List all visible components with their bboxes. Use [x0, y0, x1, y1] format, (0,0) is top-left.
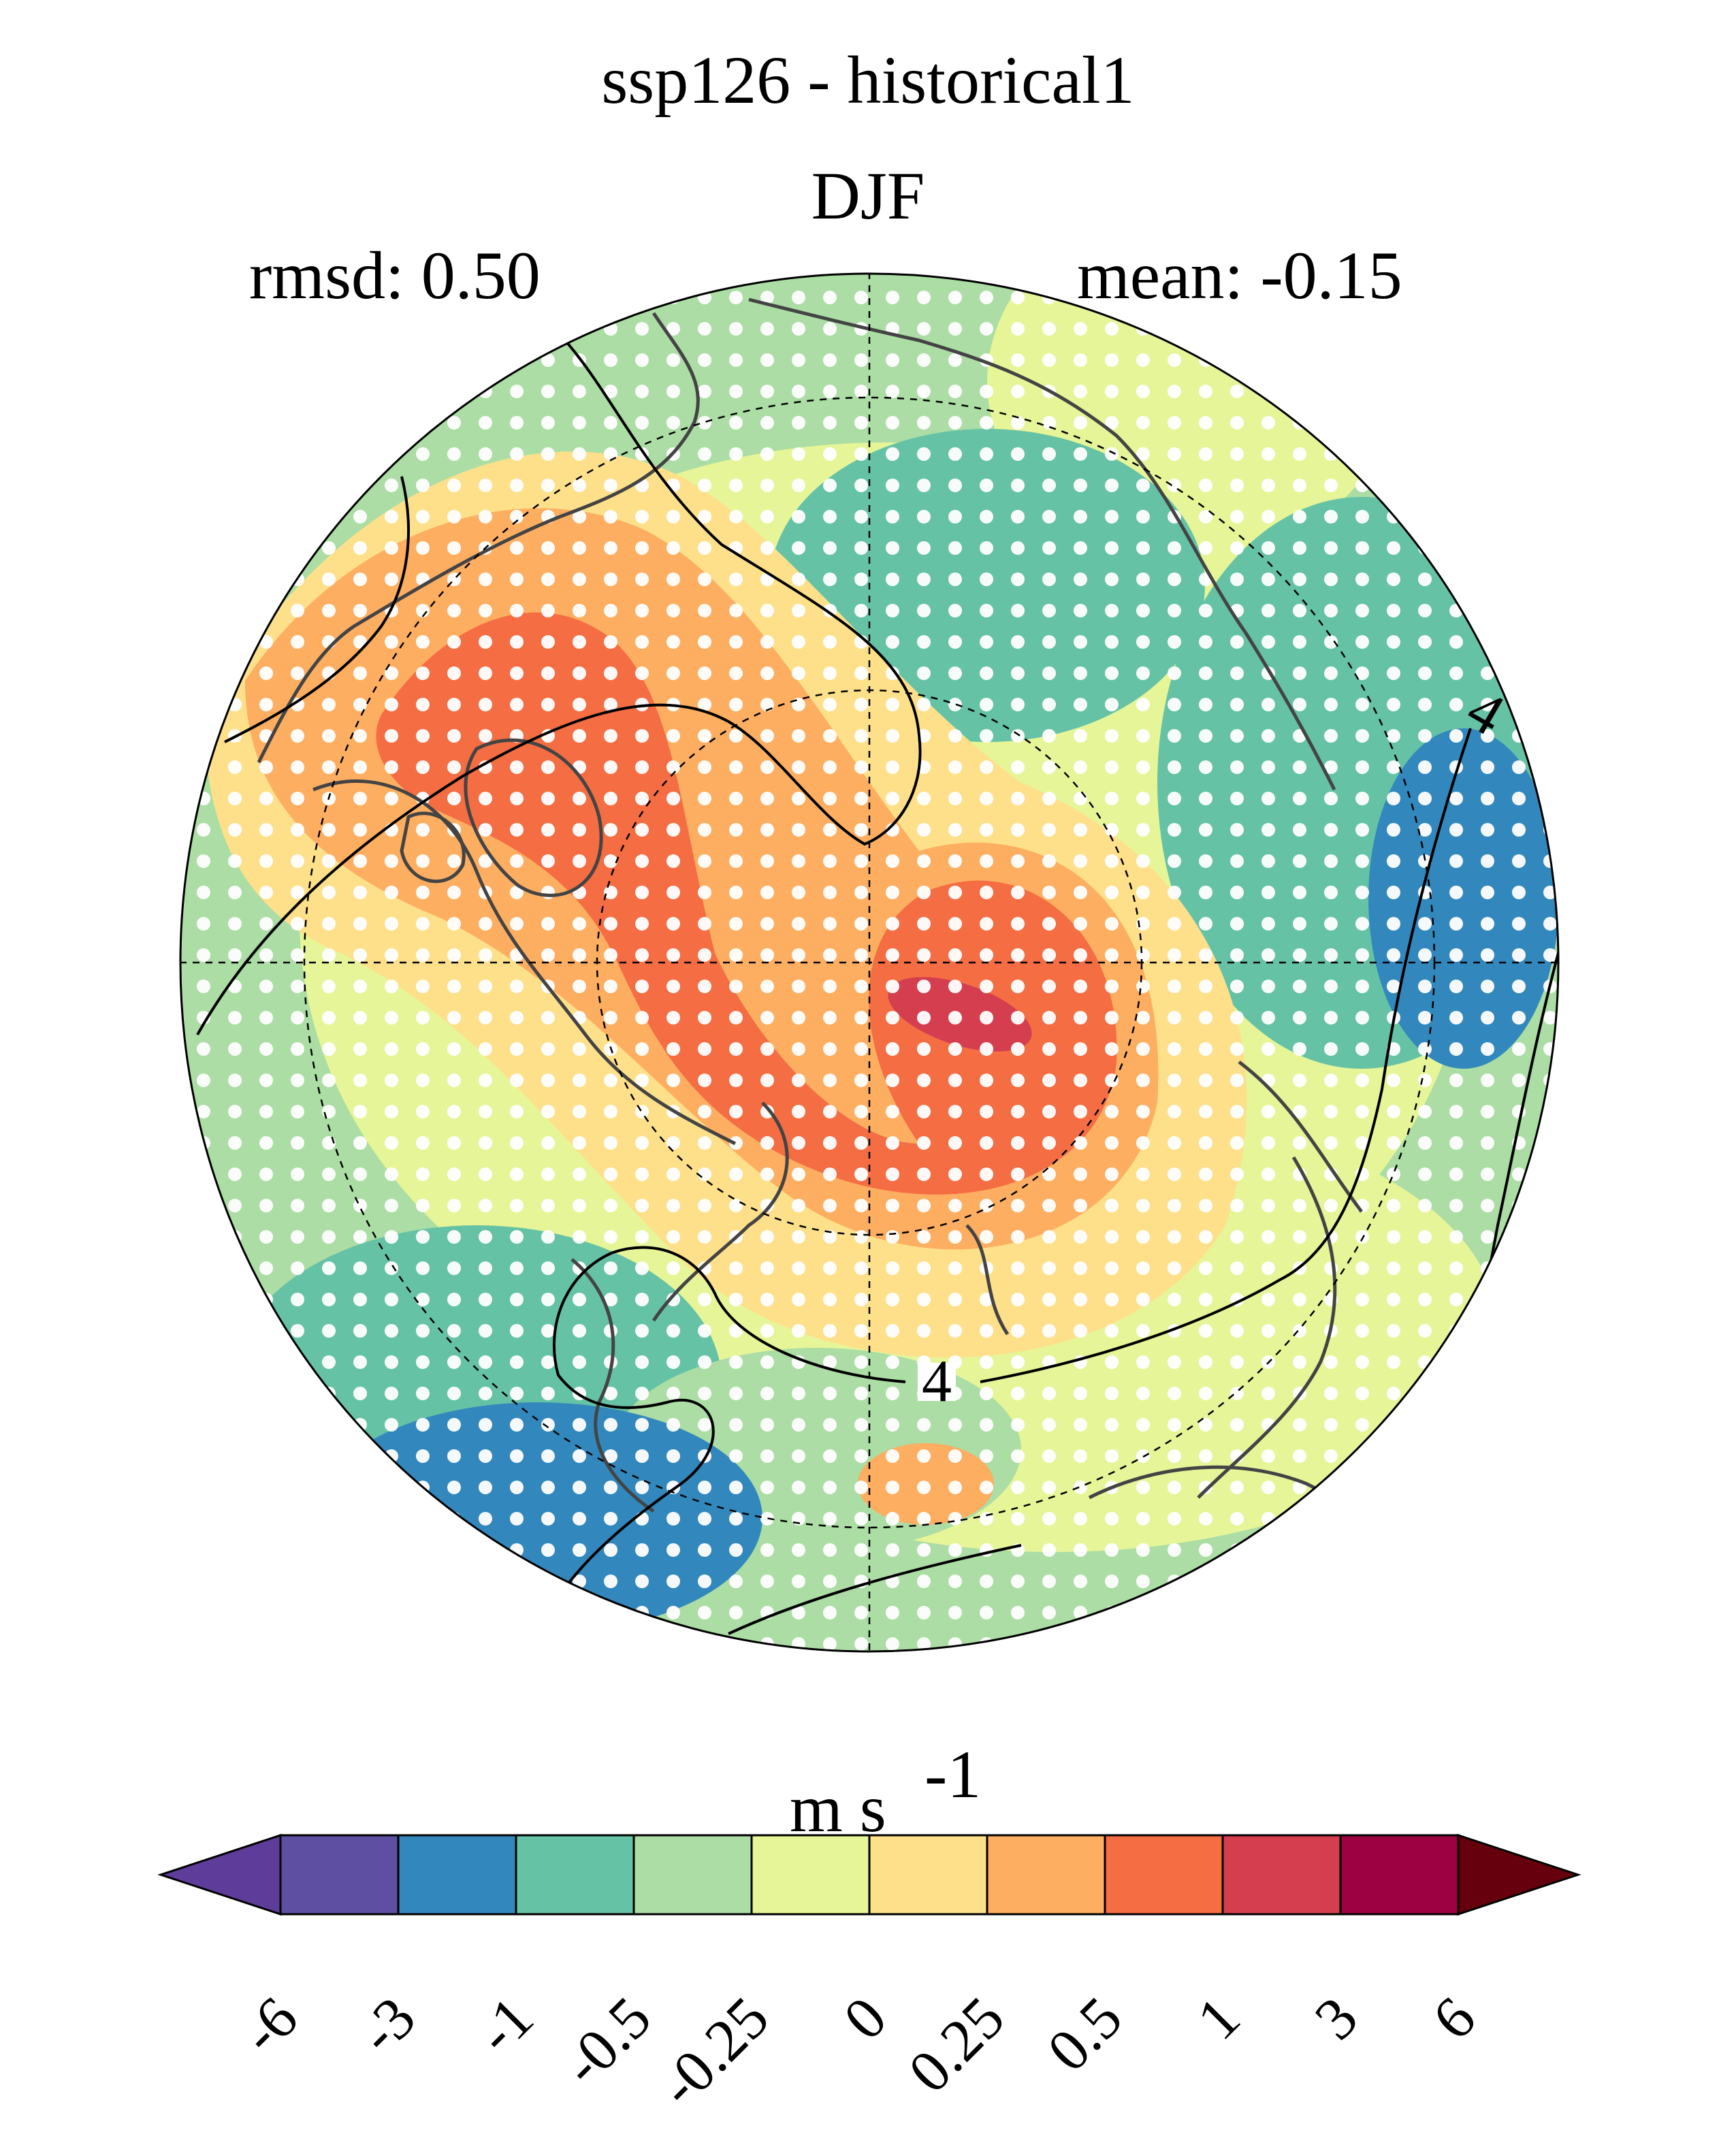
contour-label: 4 [922, 1349, 952, 1415]
colorbar-tick-label: -0.25 [647, 1985, 782, 2120]
colorbar-swatch [279, 1834, 400, 1916]
colorbar-tick-label: -6 [229, 1985, 310, 2067]
colorbar-swatch [1104, 1834, 1224, 1916]
colorbar-swatch [868, 1834, 988, 1916]
colorbar-unit-exponent: -1 [925, 1737, 981, 1812]
map-border [179, 272, 1560, 1653]
colorbar-swatch [632, 1834, 753, 1916]
colorbar-tick-label: -0.5 [550, 1985, 664, 2099]
colorbar-tick-label: 0.5 [1035, 1985, 1135, 2084]
colorbar-tick-label: 0 [831, 1985, 899, 2053]
colorbar-tick-label: -3 [347, 1985, 428, 2067]
colorbar-tick-label: 1 [1185, 1985, 1253, 2053]
colorbar-swatch [1221, 1834, 1342, 1916]
colorbar-swatch [1339, 1834, 1460, 1916]
colorbar-swatch [515, 1834, 635, 1916]
colorbar-extend-low [157, 1833, 282, 1916]
colorbar-swatch [986, 1834, 1106, 1916]
graticule [180, 274, 1558, 1651]
contour-label-bg [918, 1363, 956, 1401]
colorbar-swatch [397, 1834, 517, 1916]
rmsd-label: rmsd: 0.50 [249, 238, 541, 313]
colorbar-unit: m s [790, 1771, 886, 1846]
colorbar-swatch [750, 1834, 871, 1916]
colorbar-tick-label: 6 [1420, 1985, 1488, 2053]
colorbar-extend-high [1457, 1833, 1581, 1916]
chart-title: ssp126 - historical1 [601, 42, 1135, 118]
chart-subtitle: DJF [811, 158, 925, 233]
colorbar: -6 -3 -1 -0.5-0.25 00.25 0.5 1 3 6 [157, 1833, 1581, 2120]
colorbar-tick-label: 0.25 [897, 1985, 1017, 2105]
mean-label: mean: -0.15 [1077, 238, 1402, 313]
colorbar-tick-label: -1 [464, 1985, 546, 2067]
contour-lines [196, 339, 1558, 1648]
colorbar-tick-label: 3 [1302, 1985, 1370, 2053]
